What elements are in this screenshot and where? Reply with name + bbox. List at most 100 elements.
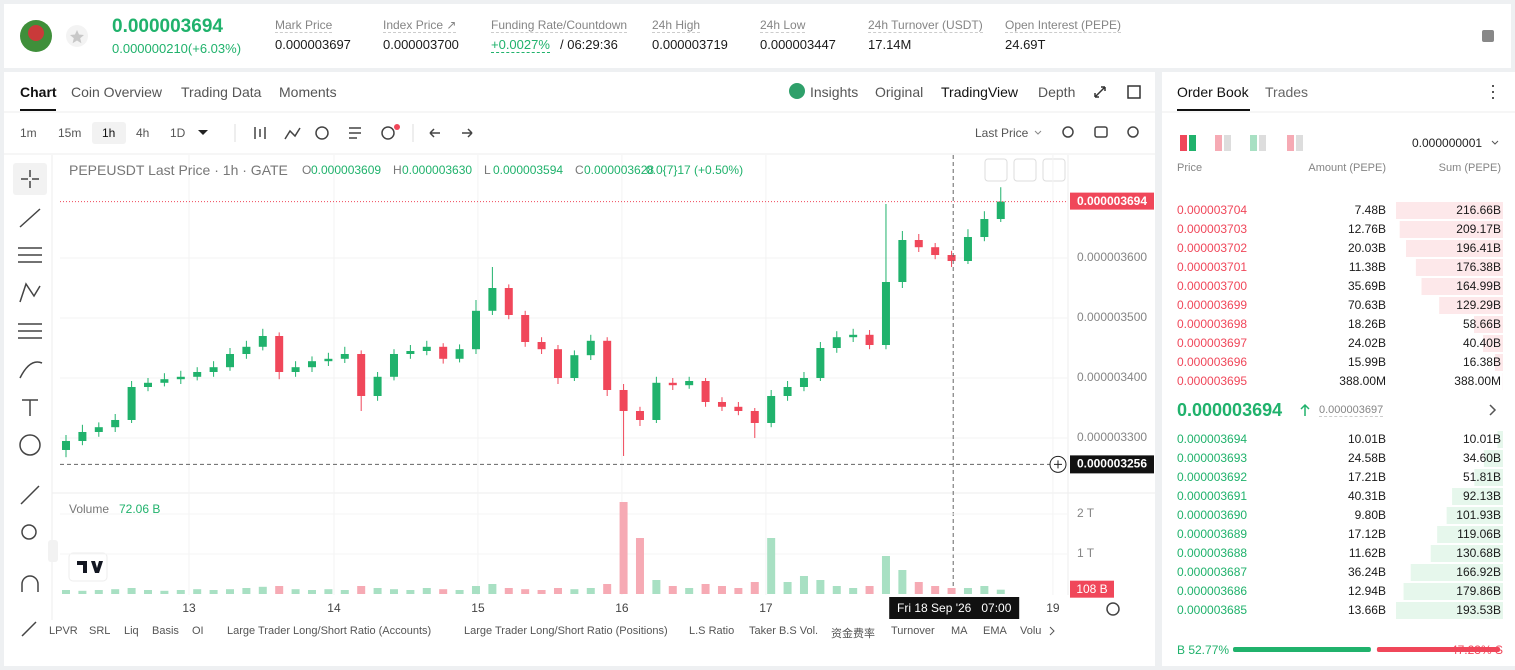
order-price[interactable]: 0.000003692 xyxy=(1177,470,1248,484)
menu-dot[interactable] xyxy=(1492,85,1494,87)
indicator-tab[interactable]: 资金费率 xyxy=(831,628,875,640)
volume-bar xyxy=(357,586,366,594)
indicator-tab[interactable]: SRL xyxy=(89,625,111,637)
order-price[interactable]: 0.000003696 xyxy=(1177,355,1248,369)
indicator-tab[interactable]: OI xyxy=(192,625,204,637)
order-price[interactable]: 0.000003704 xyxy=(1177,203,1248,217)
order-price[interactable]: 0.000003686 xyxy=(1177,584,1248,598)
text-tool[interactable] xyxy=(22,399,38,416)
chart-tab[interactable]: Chart xyxy=(20,84,57,100)
view-toggle[interactable] xyxy=(1250,135,1257,151)
chart-control[interactable] xyxy=(1042,158,1066,182)
indicator-tab[interactable]: Basis xyxy=(152,625,179,637)
undo-icon[interactable] xyxy=(429,128,440,138)
volume-bar xyxy=(422,588,431,594)
chart-settings-icon[interactable] xyxy=(1106,602,1120,616)
volume-last-label: 108 B xyxy=(1076,582,1107,596)
order-price[interactable]: 0.000003693 xyxy=(1177,451,1248,465)
order-price[interactable]: 0.000003694 xyxy=(1177,432,1248,446)
indicator-tab[interactable]: LPVR xyxy=(49,625,78,637)
order-price[interactable]: 0.000003702 xyxy=(1177,241,1248,255)
order-price[interactable]: 0.000003687 xyxy=(1177,565,1248,579)
dropdown-arrow[interactable] xyxy=(198,130,208,135)
pencil-tool[interactable] xyxy=(21,621,37,637)
view-tab[interactable]: TradingView xyxy=(941,84,1019,100)
candle-body xyxy=(504,288,513,316)
view-tab[interactable]: Depth xyxy=(1038,84,1076,100)
crosshair-tool[interactable] xyxy=(21,170,39,188)
indicator-icon[interactable] xyxy=(284,127,301,140)
chart-tab[interactable]: Trading Data xyxy=(181,84,262,100)
fullscreen-icon[interactable] xyxy=(1094,86,1106,98)
view-toggle[interactable] xyxy=(1180,135,1187,151)
view-toggle[interactable] xyxy=(1215,135,1222,151)
candle-type-icon[interactable] xyxy=(254,127,266,139)
indicator-tab[interactable]: Turnover xyxy=(891,625,935,637)
trend-line-tool[interactable] xyxy=(19,208,41,228)
indicator-tab[interactable]: Taker B.S Vol. xyxy=(749,625,819,637)
orderbook-tab[interactable]: Trades xyxy=(1265,84,1309,100)
view-tab[interactable]: Insights xyxy=(810,84,859,100)
pattern-tool[interactable] xyxy=(19,282,41,303)
lines-tool[interactable] xyxy=(18,247,42,263)
orderbook-tab[interactable]: Order Book xyxy=(1177,84,1249,100)
ruler-tool[interactable] xyxy=(20,485,40,505)
interval-button[interactable]: 1h xyxy=(102,126,116,140)
volume-bar xyxy=(898,570,907,594)
view-tab[interactable]: Original xyxy=(875,84,924,100)
volume-bar xyxy=(324,589,333,594)
stat-label: Open Interest (PEPE) xyxy=(1005,18,1122,33)
order-price[interactable]: 0.000003699 xyxy=(1177,298,1248,312)
chart-control[interactable] xyxy=(1013,158,1037,182)
order-price[interactable]: 0.000003691 xyxy=(1177,489,1248,503)
add-icon[interactable] xyxy=(381,126,395,140)
price-type-select[interactable]: Last Price xyxy=(975,126,1029,140)
precision-select[interactable]: 0.000000001 xyxy=(1412,136,1483,150)
fib-tool[interactable] xyxy=(18,323,42,339)
emoji-tool[interactable] xyxy=(19,434,41,456)
indicator-tab[interactable]: Liq xyxy=(124,625,139,637)
settings-icon[interactable] xyxy=(1127,126,1139,138)
camera-icon[interactable] xyxy=(1094,126,1108,138)
magnet-tool[interactable] xyxy=(21,575,39,592)
window-icon[interactable] xyxy=(1127,85,1141,99)
order-price[interactable]: 0.000003697 xyxy=(1177,336,1248,350)
interval-button[interactable]: 15m xyxy=(58,126,82,140)
chart-tab[interactable]: Moments xyxy=(279,84,337,100)
template-icon[interactable] xyxy=(349,127,361,139)
order-sum: 166.92B xyxy=(1456,565,1501,579)
indicator-tab[interactable]: EMA xyxy=(983,625,1007,637)
volume-bar xyxy=(307,590,316,594)
indicator-tab[interactable]: Volu xyxy=(1020,625,1042,637)
brush-tool[interactable] xyxy=(19,361,43,379)
order-price[interactable]: 0.000003695 xyxy=(1177,374,1248,388)
order-price[interactable]: 0.000003688 xyxy=(1177,546,1248,560)
order-price[interactable]: 0.000003703 xyxy=(1177,222,1248,236)
indicator-tab[interactable]: Large Trader Long/Short Ratio (Positions… xyxy=(464,625,668,637)
chart-control[interactable] xyxy=(984,158,1008,182)
interval-button[interactable]: 4h xyxy=(136,126,150,140)
order-price[interactable]: 0.000003690 xyxy=(1177,508,1248,522)
order-price[interactable]: 0.000003685 xyxy=(1177,603,1248,617)
interval-button[interactable]: 1m xyxy=(20,126,37,140)
column-header: Price xyxy=(1177,162,1203,174)
order-price[interactable]: 0.000003700 xyxy=(1177,279,1248,293)
chart-tab[interactable]: Coin Overview xyxy=(71,84,163,100)
zoom-tool[interactable] xyxy=(21,524,37,540)
replay-icon[interactable] xyxy=(315,126,329,140)
view-toggle[interactable] xyxy=(1287,135,1294,151)
indicator-tab[interactable]: Large Trader Long/Short Ratio (Accounts) xyxy=(227,625,432,637)
order-price[interactable]: 0.000003701 xyxy=(1177,260,1248,274)
interval-button[interactable]: 1D xyxy=(170,126,186,140)
search-icon[interactable] xyxy=(1062,126,1074,138)
order-price[interactable]: 0.000003689 xyxy=(1177,527,1248,541)
volume-bar xyxy=(783,582,792,594)
redo-icon[interactable] xyxy=(462,128,473,138)
order-price[interactable]: 0.000003698 xyxy=(1177,317,1248,331)
depth-bar xyxy=(1452,488,1503,505)
indicator-tab[interactable]: MA xyxy=(951,625,968,637)
collapse-handle[interactable] xyxy=(48,540,58,562)
indicator-tab[interactable]: L.S Ratio xyxy=(689,625,735,637)
buy-ratio-bar xyxy=(1233,647,1371,652)
layout-icon[interactable] xyxy=(1482,30,1494,42)
